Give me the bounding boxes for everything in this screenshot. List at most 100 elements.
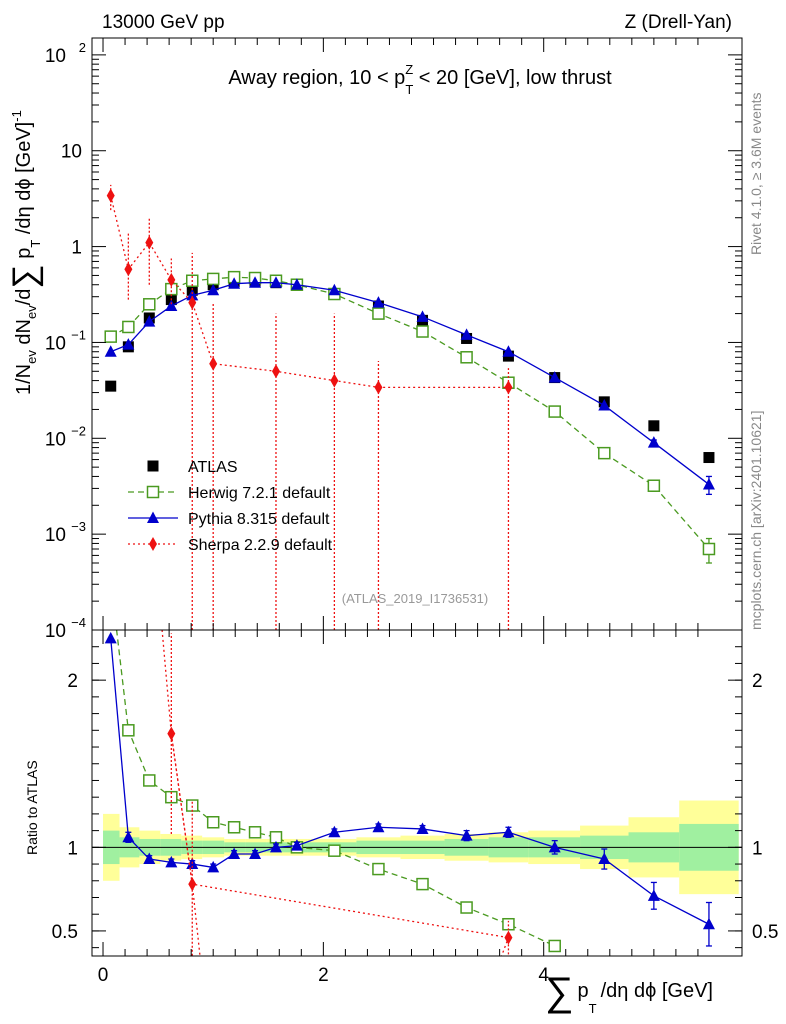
ratio-point	[104, 631, 117, 644]
ratio-series-pythia	[104, 631, 715, 947]
main-point	[416, 310, 429, 322]
ratio-point	[165, 855, 178, 868]
ratio-line-sherpa-ext	[161, 630, 201, 956]
ratio-point	[502, 825, 515, 838]
main-point	[548, 405, 561, 418]
main-point	[105, 380, 117, 392]
x-tick-label: 0	[98, 965, 109, 986]
ratio-point	[372, 820, 385, 833]
main-y-tick-label: 10	[45, 429, 66, 450]
main-y-axis-label: 1/Nev dNev/d∑ pT /dη dϕ [GeV]-1	[6, 110, 44, 395]
main-point	[460, 328, 473, 340]
x-tick-label: 2	[318, 965, 329, 986]
ratio-y-tick-label: 0.5	[52, 922, 78, 943]
plot-title: Away region, 10 < pTZ < 20 [GeV], low th…	[228, 62, 612, 97]
main-point	[372, 307, 385, 320]
main-y-tick-label: 10	[45, 621, 66, 642]
main-y-tick-exp: −4	[71, 615, 86, 630]
ratio-point	[248, 826, 262, 839]
main-point	[502, 345, 515, 357]
ratio-point	[105, 574, 116, 585]
main-point	[647, 436, 660, 448]
header-right: Z (Drell-Yan)	[625, 12, 732, 33]
legend-label: ATLAS	[188, 459, 238, 476]
ratio-point	[167, 726, 176, 741]
main-point	[122, 338, 135, 350]
header-left: 13000 GeV pp	[102, 12, 225, 33]
ratio-point	[249, 847, 262, 860]
ratio-point	[598, 852, 611, 865]
main-watermark: (ATLAS_2019_I1736531)	[342, 591, 488, 606]
ratio-point	[416, 822, 429, 834]
ratio-point	[186, 799, 199, 812]
main-line-pythia	[110, 282, 710, 485]
main-point	[598, 398, 611, 411]
main-point	[647, 479, 661, 492]
main-series-sherpa	[106, 184, 513, 630]
main-point	[143, 298, 156, 311]
main-y-tick-exp: 2	[79, 40, 86, 55]
ratio-line-pythia	[110, 638, 710, 925]
main-point	[416, 325, 429, 338]
legend-marker	[147, 460, 159, 472]
main-point	[122, 320, 135, 334]
main-point	[167, 272, 176, 287]
main-point	[703, 452, 715, 464]
ratio-point	[227, 821, 241, 834]
main-point	[702, 477, 715, 490]
ratio-point	[290, 839, 303, 851]
ratio-point	[143, 852, 156, 865]
main-point	[548, 371, 561, 383]
main-point	[374, 380, 383, 395]
main-point	[188, 295, 197, 310]
x-tick-label: 4	[538, 965, 549, 986]
ratio-point	[702, 917, 715, 930]
main-y-tick-label: 10	[45, 525, 66, 546]
main-point	[598, 446, 611, 460]
main-point	[104, 330, 117, 343]
mcplots-label: mcplots.cern.ch [arXiv:2401.10621]	[748, 411, 764, 630]
ratio-point	[143, 774, 156, 787]
ratio-point	[416, 877, 429, 891]
main-series-pythia	[104, 276, 715, 496]
main-point	[372, 296, 385, 308]
ratio-point	[328, 844, 341, 857]
ratio-point	[207, 860, 220, 873]
main-point	[271, 364, 280, 379]
ratio-y-axis-label: Ratio to ATLAS	[24, 760, 40, 855]
main-point	[328, 283, 341, 296]
ratio-sherpa-extension	[161, 630, 510, 956]
main-point	[330, 373, 339, 388]
ratio-point	[269, 840, 282, 853]
ratio-point	[647, 889, 660, 901]
main-point	[269, 276, 282, 288]
main-y-tick-label: 10	[45, 333, 66, 354]
main-point	[228, 277, 241, 289]
ratio-y-tick-label-right: 0.5	[752, 922, 778, 943]
main-point	[124, 262, 133, 277]
main-point	[143, 315, 156, 327]
main-series-atlas	[105, 276, 715, 464]
main-point	[186, 288, 199, 301]
main-y-tick-label: 1	[71, 238, 82, 259]
ratio-y-tick-label: 1	[67, 838, 78, 859]
ratio-series-sherpa	[167, 633, 513, 956]
legend-marker	[149, 537, 157, 551]
ratio-point	[372, 862, 385, 876]
main-y-tick-label: 10	[45, 46, 66, 67]
x-axis-label: ∑ pT/dη dϕ [GeV]	[545, 970, 713, 1016]
ratio-y-tick-label: 2	[67, 671, 78, 692]
main-point	[165, 299, 178, 311]
ratio-panel: 0.5 0.5 1 1 2 2 0 2 4	[52, 574, 778, 986]
ratio-line-herwig	[115, 630, 555, 947]
legend-label: Herwig 7.2.1 default	[188, 485, 331, 502]
main-point	[460, 351, 473, 364]
main-point	[648, 420, 660, 432]
main-point	[290, 278, 303, 290]
main-line-sherpa	[110, 195, 509, 388]
ratio-y-tick-label-right: 2	[752, 671, 763, 692]
ratio-line-sherpa-ext	[500, 937, 510, 956]
main-point	[207, 283, 220, 296]
main-y-tick-label: 10	[61, 142, 82, 163]
ratio-point	[548, 840, 561, 853]
